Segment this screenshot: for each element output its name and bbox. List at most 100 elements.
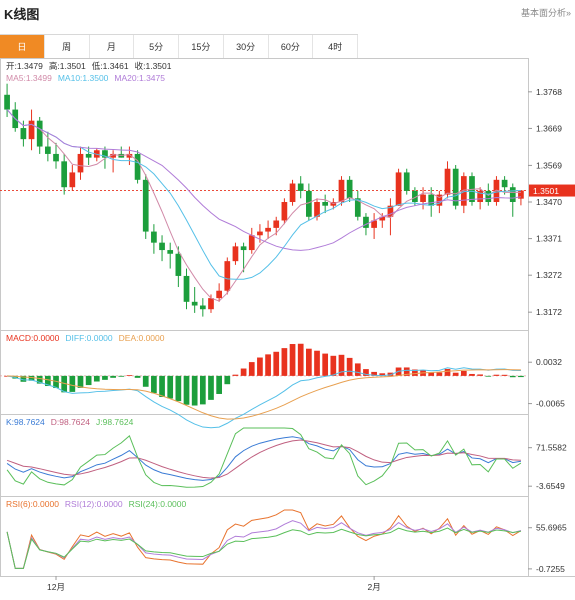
- rsi-panel: [6, 509, 522, 569]
- macd-bar: [208, 375, 214, 400]
- price-tick-label: 1.3172: [536, 307, 562, 317]
- price-tick-label: 1.3669: [536, 123, 562, 133]
- macd-bar: [493, 374, 500, 376]
- candle-body: [4, 94, 10, 110]
- macd-bar: [257, 357, 263, 376]
- macd-bar: [102, 375, 108, 380]
- macd-bar: [199, 375, 206, 405]
- candle-body: [53, 153, 59, 162]
- macd-bar: [379, 373, 386, 376]
- macd-dea-line: [7, 369, 521, 420]
- macd-bar: [126, 375, 133, 376]
- candle-body: [509, 187, 516, 202]
- macd-bar: [469, 373, 475, 376]
- candle-body: [444, 168, 451, 195]
- tab-week[interactable]: 周: [44, 35, 90, 59]
- macd-bar: [477, 374, 483, 376]
- kdj-panel: [6, 427, 522, 488]
- macd-bar: [61, 375, 68, 393]
- candle-body: [265, 227, 271, 232]
- ma-legend: MA5:1.3499 MA10:1.3500 MA20:1.3475: [6, 73, 165, 83]
- macd-bar: [338, 354, 345, 376]
- macd-bar: [28, 375, 35, 381]
- header: K线图 基本面分析»: [0, 0, 575, 30]
- fundamental-analysis-link[interactable]: 基本面分析»: [520, 8, 571, 18]
- kdj-d-line: [6, 439, 521, 479]
- macd-bar: [118, 375, 125, 377]
- kdj-k-line: [6, 436, 522, 481]
- candle-body: [379, 216, 386, 221]
- candle-body: [297, 183, 304, 191]
- macd-bar: [183, 375, 190, 405]
- macd-bar: [518, 375, 524, 378]
- candle-body: [248, 235, 255, 251]
- macd-bar: [371, 371, 377, 376]
- ma10-line: [6, 109, 521, 280]
- candle-body: [199, 305, 206, 310]
- kdj-tick-label: 71.5582: [536, 443, 567, 453]
- price-tick-label: 1.3272: [536, 270, 562, 280]
- candle-body: [142, 179, 149, 232]
- candle-body: [395, 172, 402, 206]
- macd-bar: [428, 372, 435, 376]
- candle-body: [28, 120, 35, 140]
- x-tick-label: 12月: [47, 582, 65, 592]
- chart-legends: 开:1.3479 高:1.3501 低:1.3461 收:1.3501 MA5:1.34…: [6, 61, 186, 509]
- tab-4hour[interactable]: 4时: [313, 35, 358, 59]
- macd-diff-line: [6, 367, 521, 429]
- macd-tick-label: -0.0065: [536, 399, 565, 409]
- candle-body: [216, 290, 222, 299]
- macd-bar: [216, 375, 222, 394]
- macd-bar: [387, 372, 394, 376]
- candle-body: [151, 231, 157, 243]
- macd-bar: [167, 375, 174, 399]
- candle-body: [77, 153, 84, 173]
- macd-bar: [354, 363, 361, 376]
- tab-month[interactable]: 月: [89, 35, 135, 59]
- macd-bar: [151, 375, 157, 394]
- candle-body: [36, 120, 43, 147]
- tab-60min[interactable]: 60分: [268, 35, 314, 59]
- macd-bar: [330, 355, 337, 376]
- x-tick-label: 2月: [367, 582, 380, 592]
- candle-body: [102, 150, 108, 158]
- macd-bar: [403, 367, 410, 376]
- price-tick-label: 1.3371: [536, 234, 562, 244]
- price-tick-label: 1.3768: [536, 87, 562, 97]
- tab-day[interactable]: 日: [0, 35, 45, 59]
- candle-body: [306, 190, 312, 217]
- candle-body: [159, 242, 165, 251]
- tab-30min[interactable]: 30分: [223, 35, 269, 59]
- candle-body: [371, 220, 377, 228]
- candle-body: [412, 190, 418, 202]
- candle-body: [240, 246, 247, 251]
- ma5-line: [6, 109, 521, 302]
- candle-body: [436, 194, 443, 206]
- macd-panel: [0, 343, 528, 429]
- macd-bar: [69, 375, 76, 392]
- macd-bar: [501, 374, 508, 376]
- candle-body: [460, 176, 467, 206]
- candle-body: [338, 179, 345, 202]
- candle-body: [452, 168, 459, 206]
- period-tabs: 日 周 月 5分 15分 30分 60分 4时: [0, 34, 358, 59]
- tab-5min[interactable]: 5分: [134, 35, 179, 59]
- candle-body: [273, 220, 280, 228]
- candle-body: [363, 216, 369, 228]
- ma20-line: [6, 109, 522, 251]
- rsi24-line: [6, 527, 521, 569]
- macd-bar: [77, 375, 84, 388]
- candle-body: [110, 153, 116, 158]
- macd-bar: [142, 375, 149, 387]
- macd-bar: [232, 374, 239, 376]
- candle-body: [69, 172, 76, 188]
- kline-chart[interactable]: 1.3768 1.3669 1.3569 1.3470 1.3371 1.3272 1.31…: [0, 58, 575, 600]
- tab-15min[interactable]: 15分: [179, 35, 224, 59]
- macd-bar: [85, 375, 92, 386]
- candle-body: [134, 153, 141, 180]
- macd-bar: [36, 375, 43, 384]
- macd-bar: [175, 375, 182, 402]
- candle-body: [477, 190, 483, 202]
- candle-body: [45, 146, 51, 154]
- macd-bar: [273, 351, 280, 376]
